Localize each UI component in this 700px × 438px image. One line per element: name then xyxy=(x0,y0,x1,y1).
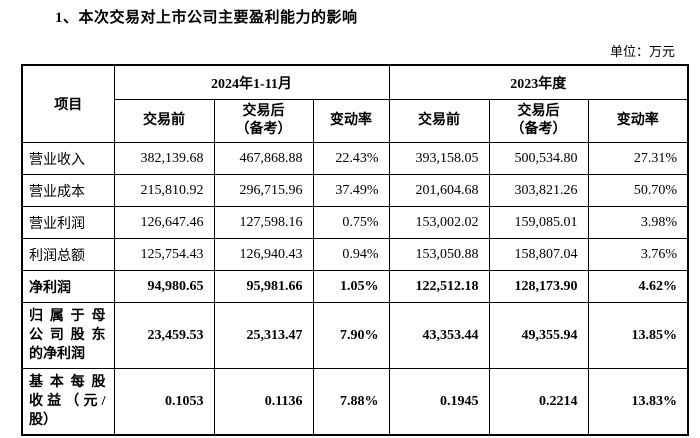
cell-value: 22.43% xyxy=(312,142,390,175)
table-row-operating-profit: 营业利润 126,647.46 127,598.16 0.75% 153,002… xyxy=(21,206,689,239)
table-row-basic-eps: 基本每股 收益（元/股） 0.1053 0.1136 7.88% 0.1945 0… xyxy=(21,368,689,436)
cell-value: 125,754.43 xyxy=(113,238,215,271)
cell-value: 0.2214 xyxy=(488,368,589,436)
row-label: 净利润 xyxy=(21,270,115,303)
group-header-2023: 2023年度 xyxy=(388,64,689,100)
cell-value: 467,868.88 xyxy=(213,142,314,175)
group-header-2024: 2024年1-11月 xyxy=(113,64,390,100)
cell-value: 43,353.44 xyxy=(388,302,490,369)
cell-value: 23,459.53 xyxy=(113,302,215,369)
cell-value: 94,980.65 xyxy=(113,270,215,303)
cell-value: 158,807.04 xyxy=(488,238,589,271)
cell-value: 3.76% xyxy=(587,238,689,271)
row-label: 利润总额 xyxy=(21,238,115,271)
table-row-total-profit: 利润总额 125,754.43 126,940.43 0.94% 153,050… xyxy=(21,238,689,271)
cell-value: 37.49% xyxy=(312,174,390,207)
row-label: 营业成本 xyxy=(21,174,115,207)
cell-value: 0.1945 xyxy=(388,368,490,436)
cell-value: 0.1053 xyxy=(113,368,215,436)
table-row-net-profit: 净利润 94,980.65 95,981.66 1.05% 122,512.18… xyxy=(21,270,689,303)
cell-value: 25,313.47 xyxy=(213,302,314,369)
profit-impact-table: 项目 2024年1-11月 2023年度 交易前 交易后 （备考） 变动率 交易… xyxy=(21,64,690,436)
table-row-net-profit-parent: 归属于母 公司股东 的净利润 23,459.53 25,313.47 7.90% 4… xyxy=(21,302,689,369)
cell-value: 303,821.26 xyxy=(488,174,589,207)
row-label: 基本每股 收益（元/股） xyxy=(21,368,115,436)
cell-value: 50.70% xyxy=(587,174,689,207)
row-label: 营业收入 xyxy=(21,142,115,175)
unit-label: 单位：万元 xyxy=(609,44,675,59)
row-label: 归属于母 公司股东 的净利润 xyxy=(21,302,115,369)
col-header-post-2023: 交易后 （备考） xyxy=(488,99,589,143)
cell-value: 127,598.16 xyxy=(213,206,314,239)
col-header-change-2024: 变动率 xyxy=(312,99,390,143)
col-header-post-2024: 交易后 （备考） xyxy=(213,99,314,143)
table-row-revenue: 营业收入 382,139.68 467,868.88 22.43% 393,15… xyxy=(21,142,689,175)
cell-value: 13.85% xyxy=(587,302,689,369)
cell-value: 500,534.80 xyxy=(488,142,589,175)
col-header-pre-2024: 交易前 xyxy=(113,99,215,143)
cell-value: 126,647.46 xyxy=(113,206,215,239)
cell-value: 201,604.68 xyxy=(388,174,490,207)
cell-value: 13.83% xyxy=(587,368,689,436)
cell-value: 49,355.94 xyxy=(488,302,589,369)
cell-value: 126,940.43 xyxy=(213,238,314,271)
cell-value: 159,085.01 xyxy=(488,206,589,239)
cell-value: 122,512.18 xyxy=(388,270,490,303)
cell-value: 0.94% xyxy=(312,238,390,271)
cell-value: 3.98% xyxy=(587,206,689,239)
cell-value: 296,715.96 xyxy=(213,174,314,207)
cell-value: 128,173.90 xyxy=(488,270,589,303)
page-title: 1、本次交易对上市公司主要盈利能力的影响 xyxy=(55,10,358,26)
cell-value: 153,050.88 xyxy=(388,238,490,271)
item-column-header: 项目 xyxy=(21,64,115,143)
cell-value: 0.1136 xyxy=(213,368,314,436)
cell-value: 95,981.66 xyxy=(213,270,314,303)
cell-value: 382,139.68 xyxy=(113,142,215,175)
cell-value: 27.31% xyxy=(587,142,689,175)
table-row-cost: 营业成本 215,810.92 296,715.96 37.49% 201,60… xyxy=(21,174,689,207)
cell-value: 1.05% xyxy=(312,270,390,303)
cell-value: 215,810.92 xyxy=(113,174,215,207)
col-header-pre-2023: 交易前 xyxy=(388,99,490,143)
row-label: 营业利润 xyxy=(21,206,115,239)
cell-value: 153,002.02 xyxy=(388,206,490,239)
cell-value: 0.75% xyxy=(312,206,390,239)
cell-value: 7.90% xyxy=(312,302,390,369)
cell-value: 393,158.05 xyxy=(388,142,490,175)
cell-value: 4.62% xyxy=(587,270,689,303)
col-header-change-2023: 变动率 xyxy=(587,99,689,143)
cell-value: 7.88% xyxy=(312,368,390,436)
